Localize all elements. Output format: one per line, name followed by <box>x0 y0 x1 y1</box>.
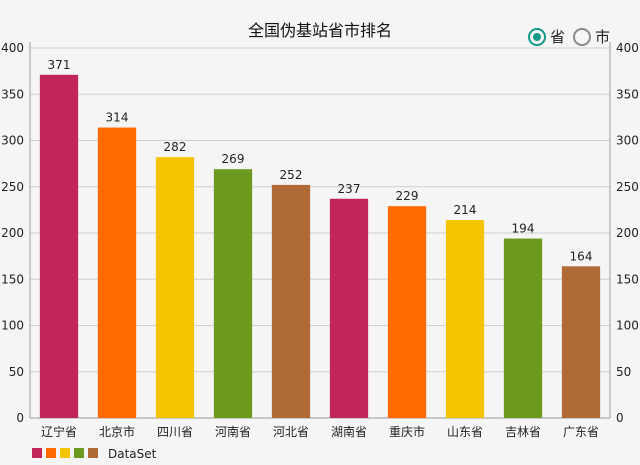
legend-swatch-3 <box>74 448 84 458</box>
y-tick-right-150: 150 <box>616 272 639 286</box>
legend-swatch-0 <box>32 448 42 458</box>
x-tick-山东省: 山东省 <box>447 425 483 439</box>
x-tick-广东省: 广东省 <box>563 425 599 439</box>
x-tick-辽宁省: 辽宁省 <box>41 424 77 439</box>
radio-province[interactable]: 省 <box>527 26 569 47</box>
y-tick-right-350: 350 <box>616 87 639 101</box>
bar-广东省 <box>561 266 601 418</box>
y-tick-right-50: 50 <box>616 365 631 379</box>
y-tick-right-0: 0 <box>616 411 624 425</box>
x-tick-北京市: 北京市 <box>99 424 135 439</box>
y-tick-left-300: 300 <box>1 134 24 148</box>
data-label-山东省: 214 <box>454 203 477 217</box>
data-label-河南省: 269 <box>222 152 245 166</box>
x-tick-重庆市: 重庆市 <box>389 424 425 439</box>
x-tick-吉林省: 吉林省 <box>505 425 541 439</box>
bar-四川省 <box>155 157 195 418</box>
chart-title: 全国伪基站省市排名 <box>248 21 392 40</box>
x-tick-河北省: 河北省 <box>273 425 309 439</box>
radio-province-label: 省 <box>549 28 565 46</box>
legend: DataSet <box>32 447 157 461</box>
bar-河南省 <box>213 169 253 418</box>
data-label-河北省: 252 <box>280 168 303 182</box>
data-label-四川省: 282 <box>164 140 187 154</box>
y-tick-left-350: 350 <box>1 87 24 101</box>
legend-swatch-1 <box>46 448 56 458</box>
y-tick-right-100: 100 <box>616 319 639 333</box>
y-tick-left-150: 150 <box>1 272 24 286</box>
bar-河北省 <box>271 184 311 418</box>
province-city-toggle: 省 市 <box>527 26 614 47</box>
data-label-重庆市: 229 <box>396 189 419 203</box>
data-label-吉林省: 194 <box>512 222 535 236</box>
radio-city[interactable]: 市 <box>572 26 614 47</box>
data-label-广东省: 164 <box>570 249 593 263</box>
legend-swatch-2 <box>60 448 70 458</box>
y-tick-right-200: 200 <box>616 226 639 240</box>
y-tick-right-300: 300 <box>616 134 639 148</box>
radio-province-indicator[interactable] <box>527 27 546 46</box>
data-label-辽宁省: 371 <box>48 58 71 72</box>
x-tick-四川省: 四川省 <box>157 425 193 439</box>
legend-label: DataSet <box>108 447 157 461</box>
y-tick-right-250: 250 <box>616 180 639 194</box>
bars: 371 314 282 269 252 237 229 214 194 164 <box>39 58 601 419</box>
y-tick-left-100: 100 <box>1 319 24 333</box>
y-tick-left-0: 0 <box>16 411 24 425</box>
radio-city-indicator[interactable] <box>572 27 591 46</box>
radio-city-label: 市 <box>594 28 610 46</box>
y-tick-left-50: 50 <box>9 365 24 379</box>
data-label-北京市: 314 <box>106 111 129 125</box>
bar-吉林省 <box>503 238 543 418</box>
y-tick-left-200: 200 <box>1 226 24 240</box>
bar-湖南省 <box>329 198 369 418</box>
x-tick-河南省: 河南省 <box>215 424 251 439</box>
bar-山东省 <box>445 220 485 418</box>
y-tick-left-250: 250 <box>1 180 24 194</box>
y-tick-left-400: 400 <box>1 41 24 55</box>
y-tick-right-400: 400 <box>616 41 639 55</box>
data-label-湖南省: 237 <box>338 182 361 196</box>
x-tick-湖南省: 湖南省 <box>331 424 367 439</box>
legend-swatch-4 <box>88 448 98 458</box>
axes: 0 0 50 50 100 100 150 150 200 200 250 250 300 300 350 3… <box>1 41 639 439</box>
bar-辽宁省 <box>39 74 79 418</box>
bar-北京市 <box>97 127 137 419</box>
bar-重庆市 <box>387 206 427 418</box>
